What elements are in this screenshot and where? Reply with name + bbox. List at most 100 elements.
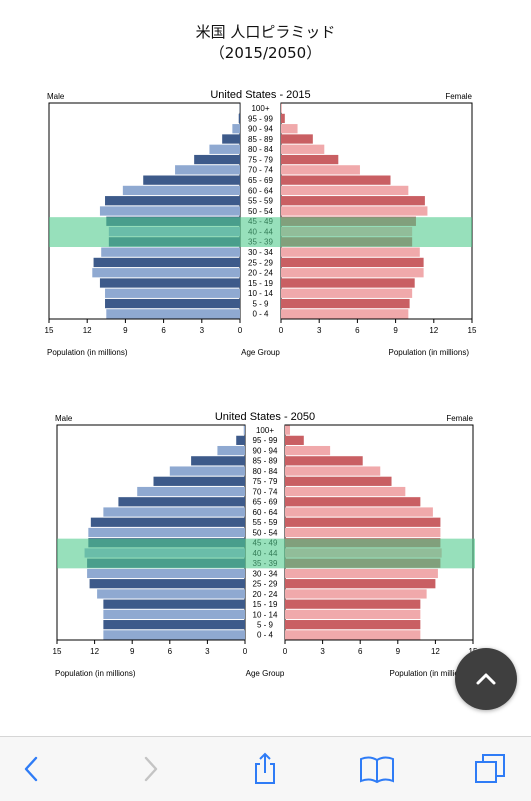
- x-tick-label: 0: [279, 326, 284, 335]
- male-bar: [143, 176, 240, 185]
- male-bar: [103, 630, 245, 639]
- age-group-label: 90 - 94: [248, 125, 273, 134]
- age-group-label: 80 - 84: [253, 467, 278, 476]
- male-bar: [222, 134, 240, 143]
- female-bar: [281, 145, 324, 154]
- male-bar: [94, 258, 240, 267]
- female-bar: [285, 600, 420, 609]
- x-tick-label: 0: [238, 326, 243, 335]
- female-bar: [281, 186, 408, 195]
- female-bar: [285, 456, 363, 465]
- age-group-label: 75 - 79: [253, 477, 278, 486]
- age-group-label: 100+: [251, 104, 269, 113]
- tabs-icon: [473, 752, 507, 786]
- age-group-label: 90 - 94: [253, 446, 278, 455]
- male-bar: [236, 436, 245, 445]
- chevron-right-icon: [138, 754, 162, 784]
- male-bar: [106, 309, 240, 318]
- age-group-label: 60 - 64: [248, 186, 273, 195]
- male-label: Male: [55, 414, 73, 423]
- female-bar: [281, 124, 298, 133]
- male-bar: [103, 620, 245, 629]
- x-tick-label: 15: [45, 326, 54, 335]
- x-tick-label: 9: [130, 647, 135, 656]
- female-bar: [281, 206, 427, 215]
- male-bar: [90, 579, 245, 588]
- age-group-label: 5 - 9: [252, 299, 269, 308]
- age-group-label: 5 - 9: [257, 621, 274, 630]
- bookmarks-button[interactable]: [357, 749, 397, 789]
- age-group-label: 75 - 79: [248, 155, 273, 164]
- female-bar: [281, 289, 412, 298]
- female-bar: [281, 268, 424, 277]
- age-group-label: 10 - 14: [253, 610, 278, 619]
- female-bar: [285, 569, 438, 578]
- x-tick-label: 3: [317, 326, 322, 335]
- back-button[interactable]: [12, 749, 52, 789]
- female-bar: [281, 248, 420, 257]
- female-bar: [281, 155, 338, 164]
- female-bar: [281, 165, 360, 174]
- x-tick-label: 12: [90, 647, 99, 656]
- share-button[interactable]: [245, 749, 285, 789]
- male-bar: [209, 145, 240, 154]
- female-bar: [281, 309, 408, 318]
- male-bar: [118, 497, 245, 506]
- female-bar: [281, 278, 415, 287]
- age-group-label: 55 - 59: [248, 197, 273, 206]
- female-bar: [281, 114, 285, 123]
- male-bar: [87, 569, 245, 578]
- age-group-label: 95 - 99: [248, 114, 273, 123]
- female-bar: [285, 507, 433, 516]
- tabs-button[interactable]: [470, 749, 510, 789]
- age-group-label: 25 - 29: [248, 258, 273, 267]
- age-group-label: 65 - 69: [253, 498, 278, 507]
- female-bar: [285, 436, 304, 445]
- male-bar: [175, 165, 240, 174]
- chart-title: United States - 2050: [215, 411, 315, 423]
- highlight-band: [57, 539, 475, 569]
- male-bar: [103, 600, 245, 609]
- age-group-label: 0 - 4: [252, 310, 269, 319]
- male-bar: [244, 426, 245, 435]
- x-tick-label: 9: [393, 326, 398, 335]
- female-bar: [281, 299, 410, 308]
- male-bar: [105, 289, 240, 298]
- male-bar: [232, 124, 240, 133]
- female-bar: [285, 528, 440, 537]
- x-tick-label: 9: [123, 326, 128, 335]
- female-bar: [281, 104, 282, 113]
- female-bar: [285, 446, 330, 455]
- highlight-band: [49, 217, 472, 247]
- age-group-label: 30 - 34: [253, 569, 278, 578]
- female-bar: [285, 487, 405, 496]
- female-bar: [285, 497, 420, 506]
- age-group-label: 0 - 4: [257, 631, 274, 640]
- x-tick-label: 6: [161, 326, 166, 335]
- female-bar: [285, 610, 420, 619]
- female-bar: [285, 518, 440, 527]
- age-group-label: 80 - 84: [248, 145, 273, 154]
- age-group-label: 10 - 14: [248, 289, 273, 298]
- male-bar: [217, 446, 245, 455]
- page-title-line2: （2015/2050）: [0, 43, 531, 63]
- female-bar: [285, 426, 290, 435]
- male-label: Male: [47, 92, 65, 101]
- age-group-label: 55 - 59: [253, 518, 278, 527]
- male-bar: [170, 466, 245, 475]
- age-group-label: 50 - 54: [253, 528, 278, 537]
- share-icon: [250, 752, 280, 786]
- female-bar: [281, 176, 391, 185]
- x-tick-label: 3: [320, 647, 325, 656]
- male-bar: [88, 528, 245, 537]
- x-tick-label: 6: [168, 647, 173, 656]
- male-bar: [100, 206, 240, 215]
- scroll-to-top-button[interactable]: [455, 648, 517, 710]
- x-axis-label-age: Age Group: [246, 669, 285, 678]
- age-group-label: 50 - 54: [248, 207, 273, 216]
- forward-button[interactable]: [130, 749, 170, 789]
- chart-title: United States - 2015: [210, 89, 310, 101]
- age-group-label: 25 - 29: [253, 580, 278, 589]
- age-group-label: 60 - 64: [253, 508, 278, 517]
